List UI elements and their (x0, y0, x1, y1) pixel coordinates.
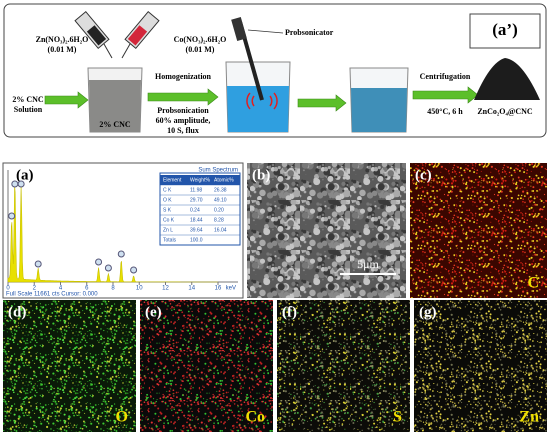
element-map (3, 300, 136, 432)
peak-marker (17, 180, 25, 188)
x-tick-label: 6 (85, 286, 89, 292)
step-text: Probsonication (157, 106, 209, 115)
sem-image (247, 163, 406, 298)
step-text: 60% amplitude, (156, 116, 211, 125)
maps: (c) C (d) O (e) Co (f) S (g) Zn (3, 163, 547, 432)
reagent-conc: (0.01 M) (186, 45, 215, 54)
element-map (140, 300, 273, 432)
panel-label: (c) (415, 167, 432, 183)
table-cell: 18.44 (190, 217, 203, 223)
waves (246, 92, 278, 110)
table-cell: 16.04 (214, 227, 227, 233)
schematic-label: (a’) (492, 20, 517, 39)
start-label: 2% CNC (12, 95, 44, 104)
x-ticks: 0 2 4 6 8 10 12 14 16 (6, 282, 222, 292)
table-header: Element (163, 177, 182, 183)
arrow (147, 88, 219, 106)
reagent-conc: (0.01 M) (48, 45, 77, 54)
status: Full Scale 11661 cts Cursor: 0.000 (6, 292, 98, 298)
x-tick-label: 8 (111, 286, 115, 292)
x-tick-label: 4 (59, 286, 63, 292)
reagent-formula: Zn(NO₃)₂.6H₂O (36, 35, 89, 44)
table-cell: Totals (163, 237, 177, 243)
x-tick-label: 16 (215, 286, 222, 292)
table-cell: 49.10 (214, 197, 227, 203)
table-title: Sum Spectrum (198, 168, 238, 174)
step-text: 450°C, 6 h (427, 107, 463, 116)
element-map (414, 300, 547, 432)
peak-marker (117, 250, 125, 258)
table-header: Weight% (190, 177, 210, 183)
table-cell: S K (163, 207, 172, 213)
table-cell: 8.28 (214, 217, 224, 223)
table-cell: 11.98 (190, 187, 202, 193)
peak-marker (8, 212, 16, 220)
element-map (277, 300, 410, 432)
element-label: Zn (519, 409, 539, 426)
reagent-formula: Co(NO₃)₂.6H₂O (174, 35, 227, 44)
x-tick-label: 14 (188, 286, 195, 292)
product-label: ZnCo₂O₄@CNC (477, 107, 533, 116)
table-cell: O K (163, 197, 172, 203)
table-cell: 39.64 (190, 227, 203, 233)
panel-label: (g) (419, 304, 437, 320)
x-tick-label: 10 (136, 286, 143, 292)
solution (351, 88, 407, 132)
table-cell: Zn L (163, 227, 173, 233)
element-label: Co (245, 409, 265, 426)
solution (227, 86, 289, 132)
peak-marker (95, 258, 103, 266)
leader (247, 29, 284, 34)
x-tick-label: 2 (33, 286, 37, 292)
element-map (410, 163, 547, 298)
x-tick-label: 0 (6, 286, 10, 292)
peak-marker (34, 260, 42, 268)
syringe-2 (121, 11, 160, 59)
arrow (412, 86, 479, 104)
table-cell: C K (163, 187, 172, 193)
panel-label: (b) (252, 167, 270, 183)
scale-label: 5μm (357, 257, 379, 271)
probe-handle (231, 17, 247, 41)
step-text: 10 S, flux (167, 126, 199, 135)
element-label: O (116, 409, 128, 426)
x-tick-label: 12 (162, 286, 169, 292)
table-cell: 0.24 (190, 207, 200, 213)
table-cell: 29.70 (190, 197, 203, 203)
start-label: Solution (14, 105, 43, 114)
step-text: Centrifugation (420, 72, 471, 81)
device-label: Probsonicator (285, 28, 334, 37)
table-cell: 0.20 (214, 207, 224, 213)
table-cell: 26.38 (214, 187, 227, 193)
element-label: C (527, 275, 539, 292)
peak-marker (11, 180, 19, 188)
powder (474, 58, 540, 100)
arrow (297, 94, 347, 112)
x-unit: keV (226, 286, 236, 292)
table-cell: Co K (163, 217, 175, 223)
element-label: S (393, 409, 402, 426)
panel-label: (f) (282, 304, 297, 320)
spectrum (7, 184, 218, 283)
panel-label: (a) (16, 167, 34, 183)
arrow (44, 91, 89, 109)
table-body: Element Weight% Atomic% C K 11.98 26.38 O K 29.… (160, 175, 240, 243)
solution (89, 80, 141, 132)
beaker-label: 2% CNC (99, 120, 131, 129)
peak-marker (104, 264, 112, 272)
table-cell: 100.0 (190, 237, 203, 243)
arrows (44, 86, 479, 112)
label-box (469, 13, 541, 49)
syringe-1 (74, 11, 113, 59)
table-header: Atomic% (214, 177, 234, 183)
panel-label: (e) (145, 304, 162, 320)
step-text: Homogenization (155, 72, 212, 81)
peak-marker (130, 266, 138, 274)
panel-label: (d) (8, 304, 26, 320)
